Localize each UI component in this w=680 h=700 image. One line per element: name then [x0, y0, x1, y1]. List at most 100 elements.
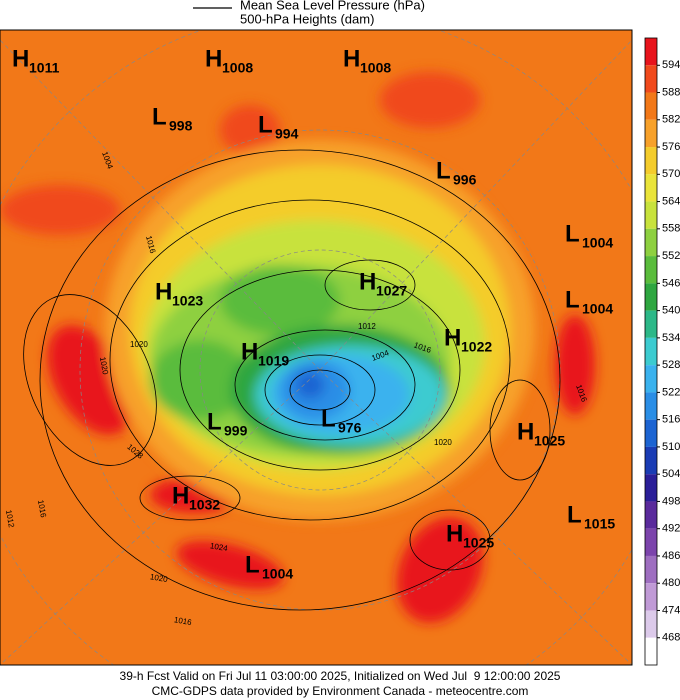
contour-label: 1020 [434, 438, 452, 447]
isobars [23, 149, 561, 611]
colorbar-label: 528 [662, 359, 680, 371]
colorbar-swatch [645, 256, 657, 284]
center-letter: L [565, 220, 580, 247]
center-value: 1032 [189, 497, 220, 513]
colorbar-label: 588 [662, 86, 680, 98]
colorbar-swatch [645, 555, 657, 584]
colorbar-label: 540 [662, 305, 680, 317]
colorbar-label: 468 [662, 632, 680, 644]
center-letter: H [343, 45, 360, 72]
center-letter: H [12, 45, 29, 72]
colorbar-swatch [645, 201, 657, 229]
colorbar-label: 492 [662, 523, 680, 535]
center-letter: L [245, 551, 260, 578]
contour-label: 1016 [36, 499, 48, 519]
colorbar-swatch [645, 174, 657, 202]
center-letter: H [241, 338, 258, 365]
colorbar-swatch [645, 310, 657, 338]
center-letter: H [444, 324, 461, 351]
contour-label: 1020 [98, 356, 110, 376]
colorbar-label: 570 [662, 168, 680, 180]
contour-label: 1024 [209, 541, 229, 553]
colorbar-swatch [645, 528, 657, 556]
center-value: 1015 [584, 516, 615, 532]
center-value: 999 [224, 423, 248, 439]
colorbar-swatch [645, 228, 657, 257]
contour-label: 1012 [358, 322, 376, 331]
center-value: 996 [453, 172, 477, 188]
contour-label: 1012 [4, 509, 16, 529]
colorbar-label: 576 [662, 141, 680, 153]
colorbar-swatch [645, 38, 657, 66]
colorbar-swatch [645, 92, 657, 120]
center-letter: L [207, 408, 222, 435]
center-letter: H [155, 278, 172, 305]
center-value: 1008 [360, 60, 391, 76]
colorbar-swatch [645, 365, 657, 393]
center-letter: L [321, 405, 336, 432]
center-value: 1027 [376, 283, 407, 299]
legend-text: Mean Sea Level Pressure (hPa) [240, 0, 425, 12]
colorbar-label: 558 [662, 223, 680, 235]
center-value: 1008 [222, 60, 253, 76]
center-value: 998 [169, 118, 193, 134]
colorbar-label: 552 [662, 250, 680, 262]
colorbar-swatch [645, 392, 657, 420]
colorbar-swatch [645, 337, 657, 366]
center-value: 976 [338, 420, 362, 436]
center-value: 1025 [534, 433, 565, 449]
center-value: 1023 [172, 293, 203, 309]
colorbar-swatch [645, 119, 657, 148]
center-value: 1025 [463, 535, 494, 551]
center-letter: H [172, 482, 189, 509]
colorbar-swatch [645, 474, 657, 502]
colorbar: 594 588 582 576 570 564 558 552 546 540 534 528 522 5… [644, 37, 680, 666]
center-value: 1004 [262, 566, 293, 582]
colorbar-label: 534 [662, 332, 680, 344]
center-value: 1004 [582, 235, 613, 251]
center-letter: L [565, 286, 580, 313]
center-letter: L [258, 111, 273, 138]
colorbar-swatch [645, 637, 657, 665]
colorbar-label: 486 [662, 550, 680, 562]
center-letter: H [446, 520, 463, 547]
center-letter: H [359, 268, 376, 295]
colorbar-swatch [645, 65, 657, 93]
center-letter: L [152, 103, 167, 130]
colorbar-label: 504 [662, 468, 680, 480]
colorbar-swatch [645, 501, 657, 529]
center-value: 994 [275, 126, 299, 142]
center-letter: L [436, 157, 451, 184]
center-value: 1011 [29, 60, 60, 76]
colorbar-label: 522 [662, 386, 680, 398]
colorbar-label: 582 [662, 114, 680, 126]
contour-label: 1016 [173, 615, 193, 627]
footer-text: CMC-GDPS data provided by Environment Ca… [152, 684, 529, 698]
map-frame [0, 29, 633, 666]
center-letter: H [205, 45, 222, 72]
colorbar-swatch [645, 419, 657, 447]
center-value: 1022 [461, 339, 492, 355]
contour-label: 1020 [149, 572, 169, 584]
colorbar-label: 474 [662, 604, 680, 616]
center-letter: H [517, 418, 534, 445]
colorbar-swatch [645, 446, 657, 475]
colorbar-label: 594 [662, 59, 680, 71]
colorbar-label: 510 [662, 441, 680, 453]
map [0, 30, 632, 665]
colorbar-swatch [645, 583, 657, 611]
colorbar-swatch [645, 610, 657, 638]
footer-text: 39-h Fcst Valid on Fri Jul 11 03:00:00 2… [120, 669, 561, 683]
colorbar-label: 546 [662, 277, 680, 289]
colorbar-label: 480 [662, 577, 680, 589]
center-value: 1004 [582, 301, 613, 317]
colorbar-swatch [645, 283, 657, 311]
center-letter: L [567, 501, 582, 528]
colorbar-label: 516 [662, 414, 680, 426]
center-value: 1019 [258, 353, 289, 369]
colorbar-label: 564 [662, 195, 680, 207]
colorbar-swatch [645, 147, 657, 175]
